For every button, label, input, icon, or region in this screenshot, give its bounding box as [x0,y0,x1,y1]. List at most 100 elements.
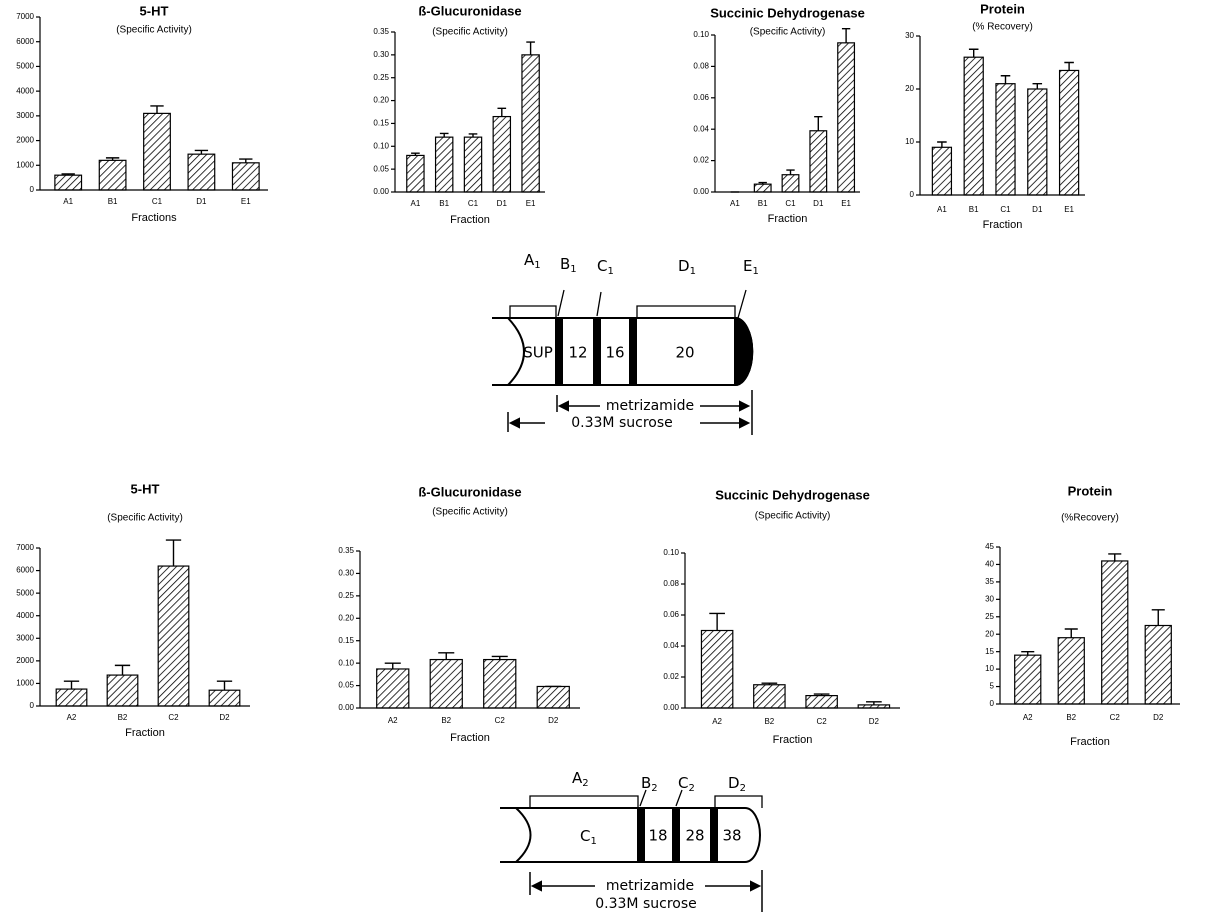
fraction-label: D1 [678,257,696,278]
error-bar [166,540,181,566]
y-tick-label: 0.02 [693,156,709,165]
fraction-label: A2 [572,769,589,790]
error-bar [1065,629,1078,638]
chart-subtitle: (Specific Activity) [432,27,508,38]
y-tick-label: 0 [30,185,35,194]
letter: B [560,255,570,273]
chart-subtitle: (%Recovery) [1061,513,1119,524]
y-tick-label: 0.00 [373,187,389,196]
x-axis-label: Fraction [768,213,808,225]
y-tick-label: 25 [985,612,994,621]
y-tick-label: 0.08 [693,62,709,71]
x-tick-label: E1 [1064,205,1074,214]
y-tick-label: 3000 [16,111,34,120]
x-tick-label: A2 [712,717,722,726]
error-bar [1001,76,1011,84]
error-bar [937,142,947,147]
chart: 5-HT(Specific Activity)FractionA2B2C2D20… [16,481,250,738]
bar [436,137,453,192]
y-tick-label: 40 [985,560,994,569]
y-tick-label: 0 [990,699,995,708]
chart: 5-HT(Specific Activity)FractionsA1B1C1D1… [16,3,268,223]
bar [537,686,569,708]
y-tick-label: 0.10 [338,658,354,667]
error-bar [814,117,822,131]
x-tick-label: B1 [969,205,979,214]
subscript: 1 [590,836,596,847]
bar [1058,638,1084,704]
pointer [640,790,682,806]
bar [430,660,462,708]
y-tick-label: 0.30 [338,569,354,578]
x-tick-label: B1 [758,199,768,208]
y-tick-label: 0.30 [373,50,389,59]
x-tick-label: D2 [219,713,230,722]
x-tick-label: A1 [730,199,740,208]
subscript: 1 [534,260,540,271]
segment-label: 38 [722,827,741,845]
bracket [530,796,638,808]
y-tick-label: 0.04 [663,641,679,650]
chart-subtitle: (Specific Activity) [755,511,831,522]
letter: C [597,257,607,275]
x-tick-label: A1 [937,205,947,214]
y-tick-label: 0.05 [373,164,389,173]
x-tick-label: C1 [468,199,479,208]
chart-subtitle: (Specific Activity) [432,507,508,518]
subscript: 1 [570,264,576,275]
x-tick-label: C1 [785,199,796,208]
bar [1060,70,1079,195]
y-tick-label: 4000 [16,86,34,95]
error-bar [1033,84,1043,89]
x-tick-label: D1 [497,199,508,208]
bar [99,160,126,190]
subscript: 1 [607,266,613,277]
x-tick-label: D2 [548,716,559,725]
letter: D [678,257,690,275]
x-tick-label: A2 [1023,713,1033,722]
y-tick-label: 35 [985,577,994,586]
x-axis-label: Fraction [450,732,490,744]
segment-label: 12 [568,344,587,362]
y-tick-label: 0.25 [373,73,389,82]
chart: Succinic Dehydrogenase(Specific Activity… [693,5,864,224]
segment-label: 16 [605,344,624,362]
metrizamide-label: metrizamide [606,398,694,414]
x-tick-label: E1 [526,199,536,208]
pointer [558,290,746,318]
bar [484,660,516,708]
fraction-label: B1 [560,255,577,276]
bar [754,685,785,708]
error-bar [217,681,232,690]
y-tick-label: 0.10 [693,30,709,39]
bar [209,690,240,706]
y-tick-label: 30 [985,594,994,603]
x-tick-label: A2 [67,713,77,722]
letter: C [580,827,590,845]
bar [754,184,771,192]
bar [782,175,799,192]
meniscus [508,318,524,385]
letter: E [743,257,752,275]
x-axis-label: Fraction [983,219,1023,231]
x-tick-label: D1 [1032,205,1043,214]
y-tick-label: 6000 [16,566,34,575]
bar [1145,626,1171,705]
y-tick-label: 0.05 [338,681,354,690]
y-tick-label: 0.15 [338,636,354,645]
fraction-label: C2 [678,774,695,795]
chart-title: 5-HT [140,3,169,18]
error-bar [842,29,850,43]
segment-label: 20 [675,344,694,362]
chart-title: ß-Glucuronidase [418,3,521,18]
x-tick-label: C1 [152,197,163,206]
y-tick-label: 0.02 [663,672,679,681]
y-tick-label: 5 [990,682,995,691]
bar [838,43,855,192]
x-tick-label: E1 [241,197,251,206]
tube [500,808,760,862]
subscript: 1 [690,266,696,277]
y-tick-label: 0.10 [373,141,389,150]
y-tick-label: 0.00 [693,187,709,196]
